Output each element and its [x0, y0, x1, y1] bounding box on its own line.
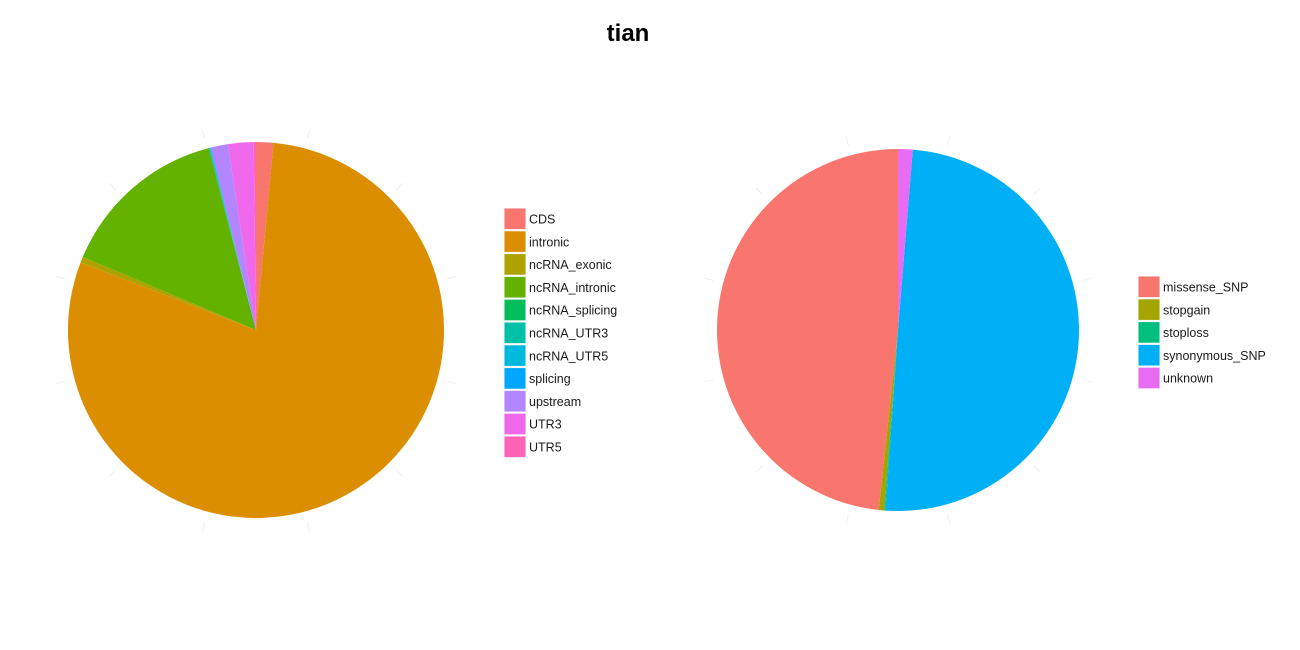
right-grid-tick — [1082, 378, 1093, 383]
left-legend-label-upstream: upstream — [529, 395, 581, 409]
right-legend-key-synonymous-snp — [1138, 344, 1160, 366]
right-grid-tick — [755, 464, 764, 473]
chart-title: tian — [606, 20, 650, 47]
left-pie-slice-splicing — [210, 147, 256, 330]
pie-chart-left — [54, 128, 458, 532]
left-legend-key-upstream — [504, 390, 526, 412]
left-grid-tick — [108, 469, 117, 478]
left-grid-tick — [54, 275, 65, 280]
left-grid-tick — [201, 128, 206, 139]
left-legend-label-ncrna-intronic: ncRNA_intronic — [529, 281, 616, 295]
left-pie-slice-utr3 — [227, 142, 256, 330]
left-grid-tick — [395, 182, 404, 191]
left-grid-tick — [306, 128, 311, 139]
left-legend-label-ncrna-utr3: ncRNA_UTR3 — [529, 327, 608, 341]
right-legend-label-stopgain: stopgain — [1163, 303, 1210, 317]
left-legend-key-intronic — [504, 231, 526, 252]
left-legend-key-utr5 — [504, 436, 526, 458]
right-grid-tick — [755, 187, 764, 196]
right-grid-tick — [703, 277, 714, 282]
left-grid-tick — [447, 275, 458, 280]
left-legend-label-utr3: UTR3 — [529, 418, 562, 432]
right-grid-tick — [1032, 464, 1041, 473]
right-legend-label-synonymous-snp: synonymous_SNP — [1163, 349, 1266, 363]
left-pie-slice-ncrna-intronic — [82, 148, 256, 330]
right-legend-label-missense-snp: missense_SNP — [1163, 281, 1248, 295]
left-pie-slice-intronic — [67, 142, 445, 518]
left-legend-label-ncrna-exonic: ncRNA_exonic — [529, 258, 612, 272]
left-pie-slice-utr5 — [253, 142, 256, 330]
left-legend-label-ncrna-splicing: ncRNA_splicing — [529, 304, 617, 318]
left-legend-label-ncrna-utr5: ncRNA_UTR5 — [529, 349, 608, 363]
left-legend-key-ncrna-intronic — [504, 276, 526, 298]
left-legend-key-utr3 — [504, 413, 526, 435]
legend-left: CDS intronic ncRNA_exonic ncRNA_intronic ncR… — [504, 208, 617, 458]
right-legend-label-unknown: unknown — [1163, 372, 1213, 386]
pie-chart-right — [703, 135, 1093, 525]
left-legend-label-cds: CDS — [529, 213, 555, 227]
left-pie-slice-ncrna-splicing — [208, 147, 256, 330]
left-legend-label-splicing: splicing — [529, 372, 571, 386]
legend-right: missense_SNP stopgain stoploss synonymous_S… — [1138, 276, 1266, 389]
right-grid-tick — [845, 514, 850, 525]
left-grid-tick — [447, 380, 458, 385]
right-pie-slice-missense-snp — [716, 149, 898, 510]
left-legend-key-ncrna-utr3 — [504, 322, 526, 344]
left-legend-label-utr5: UTR5 — [529, 441, 562, 455]
left-legend-key-cds — [504, 208, 526, 230]
left-grid-tick — [201, 521, 206, 532]
right-grid-tick — [946, 514, 951, 525]
left-pie-slice-ncrna-exonic — [80, 256, 256, 330]
left-grid-tick — [54, 380, 65, 385]
right-pie-slice-unknown — [898, 149, 913, 330]
left-grid-tick — [108, 182, 117, 191]
right-legend-key-stopgain — [1138, 299, 1160, 320]
right-legend-key-unknown — [1138, 367, 1160, 389]
left-legend-key-splicing — [504, 368, 526, 389]
right-legend-label-stoploss: stoploss — [1163, 326, 1209, 340]
right-pie-slice-synonymous-snp — [885, 149, 1079, 511]
right-grid-tick — [946, 135, 951, 146]
left-legend-label-intronic: intronic — [529, 235, 569, 249]
left-legend-key-ncrna-splicing — [504, 299, 526, 321]
left-grid-tick — [306, 521, 311, 532]
left-legend-key-ncrna-exonic — [504, 254, 526, 275]
left-pie-slice-ncrna-utr5 — [209, 147, 256, 330]
right-grid-tick — [1032, 187, 1041, 196]
left-pie-slice-upstream — [210, 144, 256, 330]
left-legend-key-ncrna-utr5 — [504, 345, 526, 366]
left-pie-slice-ncrna-utr3 — [209, 147, 256, 330]
left-grid-tick — [395, 469, 404, 478]
right-pie-slice-stoploss — [884, 330, 898, 511]
left-pie-slice-cds — [256, 142, 274, 330]
right-grid-tick — [1082, 277, 1093, 282]
right-grid-tick — [703, 378, 714, 383]
right-legend-key-missense-snp — [1138, 276, 1160, 298]
right-legend-key-stoploss — [1138, 322, 1160, 343]
right-grid-tick — [845, 135, 850, 146]
right-pie-slice-stopgain — [878, 330, 898, 511]
